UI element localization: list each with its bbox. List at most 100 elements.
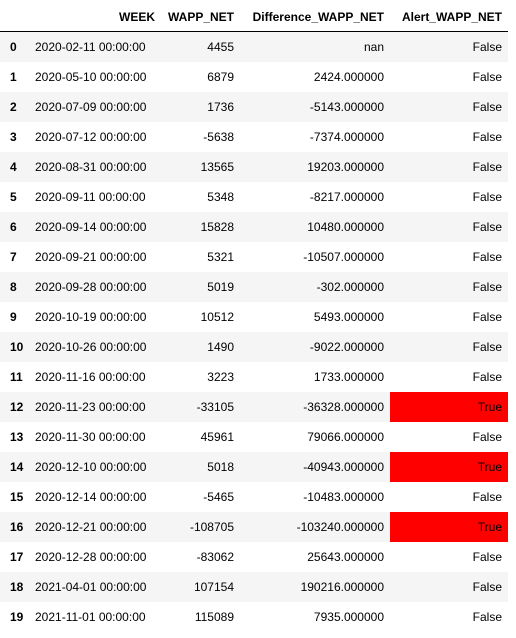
cell-week: 2020-12-28 00:00:00 xyxy=(35,550,147,564)
cell-alert-wapp-net: False xyxy=(472,280,502,294)
cell-alert-wapp-net: False xyxy=(472,220,502,234)
row-index: 0 xyxy=(10,40,17,54)
cell-wapp-net: -83062 xyxy=(196,550,234,564)
cell-wapp-net: -5638 xyxy=(203,130,234,144)
row-index: 12 xyxy=(10,400,24,414)
cell-difference-wapp-net: -9022.000000 xyxy=(309,340,384,354)
cell-week: 2020-09-28 00:00:00 xyxy=(35,280,147,294)
cell-difference-wapp-net: -5143.000000 xyxy=(309,100,384,114)
row-index: 6 xyxy=(10,220,17,234)
table-row: 9 2020-10-19 00:00:00 10512 5493.000000 Fals… xyxy=(0,302,508,332)
cell-week: 2020-11-30 00:00:00 xyxy=(35,430,146,444)
cell-wapp-net: 4455 xyxy=(207,40,234,54)
row-index: 15 xyxy=(10,490,24,504)
cell-wapp-net: 5018 xyxy=(207,460,234,474)
row-index: 8 xyxy=(10,280,17,294)
cell-alert-wapp-net: False xyxy=(472,130,502,144)
cell-wapp-net: 5019 xyxy=(207,280,234,294)
cell-difference-wapp-net: -7374.000000 xyxy=(309,130,384,144)
cell-difference-wapp-net: nan xyxy=(363,40,384,54)
row-index: 16 xyxy=(10,520,24,534)
table-row: 4 2020-08-31 00:00:00 13565 19203.000000 Fal… xyxy=(0,152,508,182)
cell-difference-wapp-net: 2424.000000 xyxy=(313,70,384,84)
cell-difference-wapp-net: 5493.000000 xyxy=(313,310,384,324)
cell-alert-wapp-net: False xyxy=(472,609,502,624)
cell-difference-wapp-net: -10483.000000 xyxy=(303,490,384,504)
cell-alert-wapp-net: False xyxy=(472,100,502,114)
column-header-alert-wapp-net: Alert_WAPP_NET xyxy=(390,2,508,32)
cell-alert-wapp-net: False xyxy=(472,190,502,204)
cell-difference-wapp-net: -10507.000000 xyxy=(303,250,384,264)
cell-alert-wapp-net: False xyxy=(472,250,502,264)
table-row: 6 2020-09-14 00:00:00 15828 10480.000000 Fal… xyxy=(0,212,508,242)
cell-difference-wapp-net: 79066.000000 xyxy=(307,430,384,444)
cell-week: 2020-12-10 00:00:00 xyxy=(35,460,147,474)
cell-week: 2020-07-12 00:00:00 xyxy=(35,130,147,144)
cell-alert-wapp-net: False xyxy=(472,430,502,444)
cell-wapp-net: 5348 xyxy=(207,190,234,204)
table-row: 19 2021-11-01 00:00:00 115089 7935.000000 Fa… xyxy=(0,602,508,631)
row-index: 11 xyxy=(10,370,23,384)
table-row: 1 2020-05-10 00:00:00 6879 2424.000000 False xyxy=(0,62,508,92)
row-index: 17 xyxy=(10,550,24,564)
row-index: 10 xyxy=(10,340,24,354)
row-index: 3 xyxy=(10,130,17,144)
cell-difference-wapp-net: 7935.000000 xyxy=(313,609,384,624)
column-header-wapp-net: WAPP_NET xyxy=(161,2,240,32)
cell-week: 2020-11-16 00:00:00 xyxy=(35,370,146,384)
row-index: 4 xyxy=(10,160,17,174)
header-row: WEEK WAPP_NET Difference_WAPP_NET Alert_… xyxy=(0,2,508,32)
cell-difference-wapp-net: 190216.000000 xyxy=(300,580,384,594)
table-row: 16 2020-12-21 00:00:00 -108705 -103240.0000… xyxy=(0,512,508,542)
cell-alert-wapp-net: False xyxy=(472,40,502,54)
cell-alert-wapp-net: True xyxy=(390,512,508,542)
row-index: 5 xyxy=(10,190,17,204)
column-header-index xyxy=(0,2,30,32)
cell-week: 2020-09-11 00:00:00 xyxy=(35,190,146,204)
row-index: 7 xyxy=(10,250,17,264)
cell-wapp-net: 1736 xyxy=(207,100,234,114)
table-row: 12 2020-11-23 00:00:00 -33105 -36328.000000… xyxy=(0,392,508,422)
cell-wapp-net: -33105 xyxy=(196,400,234,414)
cell-week: 2020-08-31 00:00:00 xyxy=(35,160,147,174)
cell-wapp-net: 10512 xyxy=(200,310,234,324)
cell-wapp-net: 13565 xyxy=(200,160,234,174)
table-row: 11 2020-11-16 00:00:00 3223 1733.000000 Fals… xyxy=(0,362,508,392)
cell-week: 2020-05-10 00:00:00 xyxy=(35,70,147,84)
table-row: 15 2020-12-14 00:00:00 -5465 -10483.000000 F… xyxy=(0,482,508,512)
cell-week: 2020-09-14 00:00:00 xyxy=(35,220,147,234)
cell-alert-wapp-net: False xyxy=(472,580,502,594)
cell-difference-wapp-net: 1733.000000 xyxy=(313,370,384,384)
cell-alert-wapp-net: True xyxy=(390,452,508,482)
cell-difference-wapp-net: -36328.000000 xyxy=(303,400,384,414)
cell-alert-wapp-net: False xyxy=(472,490,502,504)
cell-alert-wapp-net: False xyxy=(472,310,502,324)
row-index: 9 xyxy=(10,310,17,324)
table-body: 0 2020-02-11 00:00:00 4455 nan False 1 2020-05… xyxy=(0,31,508,631)
cell-alert-wapp-net: False xyxy=(472,160,502,174)
cell-difference-wapp-net: -103240.000000 xyxy=(296,520,384,534)
cell-week: 2020-09-21 00:00:00 xyxy=(35,250,147,264)
cell-wapp-net: 6879 xyxy=(207,70,234,84)
row-index: 19 xyxy=(10,609,24,624)
table-row: 18 2021-04-01 00:00:00 107154 190216.000000… xyxy=(0,572,508,602)
row-index: 1 xyxy=(10,70,17,84)
column-header-week: WEEK xyxy=(30,2,161,32)
cell-alert-wapp-net: False xyxy=(472,70,502,84)
cell-wapp-net: 1490 xyxy=(207,340,234,354)
table-row: 2 2020-07-09 00:00:00 1736 -5143.000000 Fals… xyxy=(0,92,508,122)
cell-week: 2020-12-21 00:00:00 xyxy=(35,520,147,534)
cell-wapp-net: 107154 xyxy=(193,580,234,594)
cell-difference-wapp-net: -8217.000000 xyxy=(309,190,384,204)
cell-week: 2020-10-19 00:00:00 xyxy=(35,310,147,324)
cell-week: 2020-11-23 00:00:00 xyxy=(35,400,146,414)
row-index: 2 xyxy=(10,100,17,114)
table-row: 5 2020-09-11 00:00:00 5348 -8217.000000 Fals… xyxy=(0,182,508,212)
cell-difference-wapp-net: 19203.000000 xyxy=(307,160,384,174)
cell-week: 2020-12-14 00:00:00 xyxy=(35,490,147,504)
table-row: 10 2020-10-26 00:00:00 1490 -9022.000000 Fal… xyxy=(0,332,508,362)
cell-alert-wapp-net: False xyxy=(472,550,502,564)
cell-difference-wapp-net: -40943.000000 xyxy=(303,460,384,474)
row-index: 18 xyxy=(10,580,24,594)
cell-wapp-net: -5465 xyxy=(203,490,234,504)
